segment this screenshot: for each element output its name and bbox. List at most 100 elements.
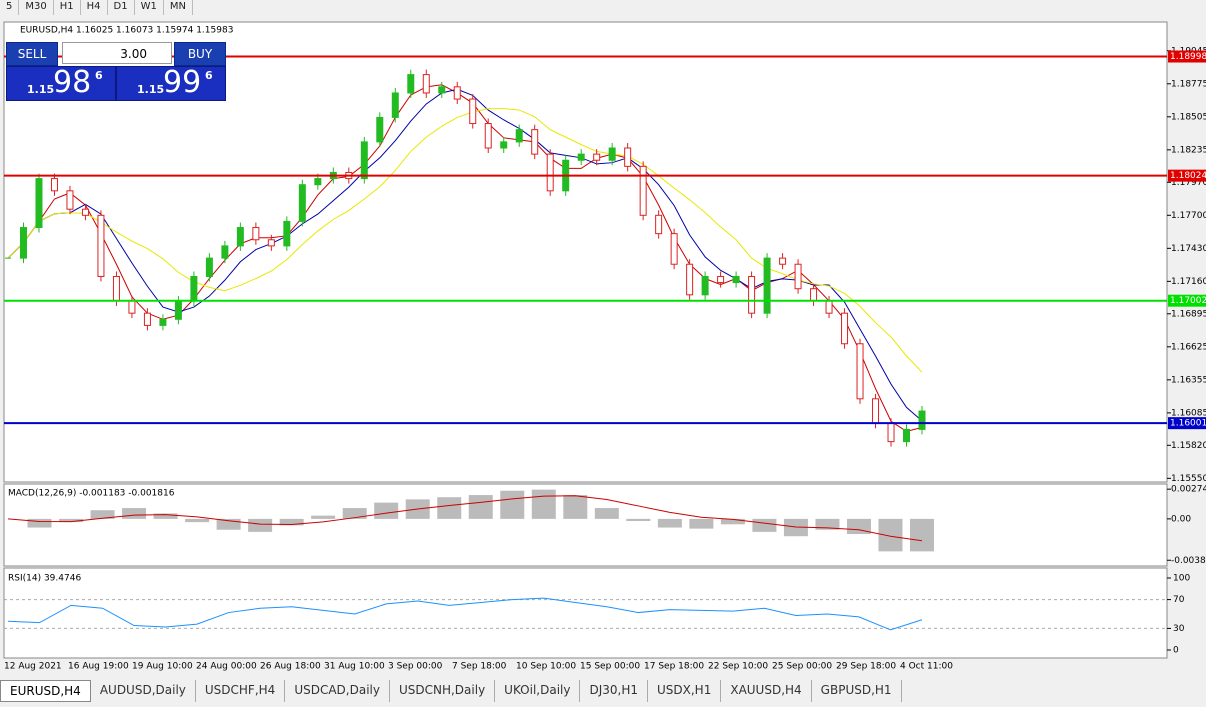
y-tick-label: 30 xyxy=(1173,624,1185,634)
y-tick-label: 1.16895 xyxy=(1171,309,1206,319)
x-tick-label: 12 Aug 2021 xyxy=(4,662,62,672)
candle-body xyxy=(267,239,275,247)
x-tick-label: 22 Sep 10:00 xyxy=(708,662,768,672)
symbol-tab[interactable]: USDX,H1 xyxy=(648,680,722,702)
candle-body xyxy=(112,275,120,302)
candle-body xyxy=(298,184,306,222)
sell-button[interactable]: SELL xyxy=(6,42,58,66)
x-tick-label: 31 Aug 10:00 xyxy=(324,662,385,672)
candle-body xyxy=(794,263,802,290)
candle-body xyxy=(887,422,895,443)
ask-sup: 6 xyxy=(205,69,213,82)
timeframe-button[interactable]: W1 xyxy=(135,0,164,15)
symbol-tab[interactable]: USDCNH,Daily xyxy=(390,680,496,702)
symbol-tab[interactable]: USDCAD,Daily xyxy=(285,680,390,702)
y-tick-label: 1.15820 xyxy=(1171,441,1206,451)
y-tick-label: 0.002744 xyxy=(1171,485,1206,495)
symbol-tab[interactable]: XAUUSD,H4 xyxy=(721,680,812,702)
macd-bar xyxy=(27,518,52,528)
y-tick-label: 1.17160 xyxy=(1171,277,1206,287)
macd-bar xyxy=(878,518,903,552)
x-tick-label: 26 Aug 18:00 xyxy=(260,662,321,672)
candle-body xyxy=(391,92,399,118)
bid-prefix: 1.15 xyxy=(27,83,55,96)
ask-prefix: 1.15 xyxy=(137,83,165,96)
candle-body xyxy=(500,141,508,149)
y-tick-label: 1.18775 xyxy=(1171,79,1206,89)
price-level-label: 1.17002 xyxy=(1170,296,1206,306)
candle-body xyxy=(283,220,291,247)
rsi-label: RSI(14) 39.4746 xyxy=(8,574,81,584)
y-tick-label: 1.17430 xyxy=(1171,244,1206,254)
macd-bar xyxy=(59,518,84,523)
timeframe-button[interactable]: M30 xyxy=(19,0,54,15)
candle-body xyxy=(810,288,818,302)
symbol-tab[interactable]: DJ30,H1 xyxy=(580,680,648,702)
symbol-tab[interactable]: UKOil,Daily xyxy=(495,680,581,702)
price-level-label: 1.16001 xyxy=(1170,419,1206,429)
macd-bar xyxy=(689,518,714,529)
candle-body xyxy=(717,275,725,284)
candle-body xyxy=(190,275,198,302)
candle-body xyxy=(50,178,58,192)
macd-bar xyxy=(437,497,462,519)
lot-input[interactable]: 3.00 xyxy=(62,42,172,64)
x-tick-label: 7 Sep 18:00 xyxy=(452,662,507,672)
candle-body xyxy=(143,312,151,326)
candle-body xyxy=(35,178,43,229)
candle-body xyxy=(407,74,415,94)
timeframe-button[interactable]: MN xyxy=(164,0,193,15)
x-tick-label: 10 Sep 10:00 xyxy=(516,662,576,672)
rsi-panel xyxy=(3,567,1168,659)
bid-price[interactable]: 1.15 98 6 xyxy=(6,65,116,101)
y-tick-label: 1.16085 xyxy=(1171,408,1206,418)
ask-price[interactable]: 1.15 99 6 xyxy=(116,65,226,101)
y-tick-label: 1.18235 xyxy=(1171,145,1206,155)
macd-bar xyxy=(248,518,273,532)
macd-bar xyxy=(815,518,840,530)
macd-bar xyxy=(311,515,336,519)
timeframe-button[interactable]: H4 xyxy=(81,0,108,15)
candle-body xyxy=(438,86,446,94)
candle-body xyxy=(686,263,694,296)
x-tick-label: 25 Sep 00:00 xyxy=(772,662,832,672)
x-tick-label: 4 Oct 11:00 xyxy=(900,662,953,672)
macd-bar xyxy=(90,510,115,519)
macd-bar xyxy=(594,508,619,519)
y-tick-label: 1.17970 xyxy=(1171,178,1206,188)
macd-bar xyxy=(279,518,304,526)
timeframe-button[interactable]: H1 xyxy=(54,0,81,15)
macd-bar xyxy=(122,508,147,519)
symbol-tab[interactable]: USDCHF,H4 xyxy=(196,680,286,702)
rsi-line xyxy=(7,597,923,631)
symbol-tab[interactable]: GBPUSD,H1 xyxy=(812,680,902,702)
y-tick-label: 1.17700 xyxy=(1171,211,1206,221)
chart: EURUSD,H4 1.16025 1.16073 1.15974 1.1598… xyxy=(3,21,1206,672)
price-level-label: 1.18024 xyxy=(1170,171,1206,181)
candle-body xyxy=(66,190,74,210)
timeframe-button[interactable]: D1 xyxy=(108,0,135,15)
symbol-tab[interactable]: EURUSD,H4 xyxy=(0,680,91,702)
candle-body xyxy=(779,257,787,265)
candle-body xyxy=(670,233,678,265)
candle-body xyxy=(221,245,229,259)
buy-button[interactable]: BUY xyxy=(174,42,226,66)
price-level-tag xyxy=(1168,417,1206,430)
y-tick-label: 1.16625 xyxy=(1171,342,1206,352)
chart-header: EURUSD,H4 1.16025 1.16073 1.15974 1.1598… xyxy=(20,26,233,36)
x-tick-label: 16 Aug 19:00 xyxy=(68,662,129,672)
price-level-tag xyxy=(1168,294,1206,307)
candle-body xyxy=(159,318,167,326)
macd-bar xyxy=(185,518,210,523)
macd-bar xyxy=(374,502,399,519)
macd-bar xyxy=(216,518,241,530)
timeframe-button[interactable]: 5 xyxy=(0,0,20,15)
symbol-tab[interactable]: AUDUSD,Daily xyxy=(91,680,196,702)
candle-body xyxy=(639,165,647,216)
candle-body xyxy=(763,257,771,314)
x-tick-label: 19 Aug 10:00 xyxy=(132,662,193,672)
ask-big: 99 xyxy=(163,65,202,100)
candle-body xyxy=(732,275,740,284)
bid-sup: 6 xyxy=(95,69,103,82)
price-level-tag xyxy=(1168,50,1206,63)
